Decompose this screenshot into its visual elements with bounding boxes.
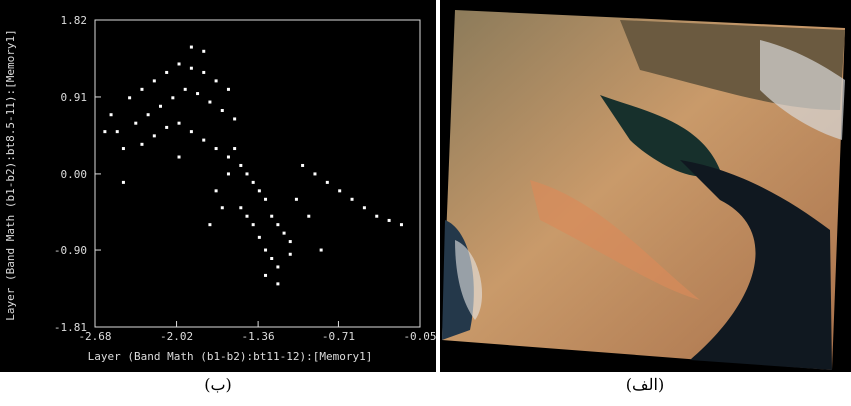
point (264, 249, 267, 252)
point (264, 198, 267, 201)
x-tick-label: -1.36 (242, 330, 275, 343)
point (245, 215, 248, 218)
point (128, 96, 131, 99)
point (190, 130, 193, 133)
point (227, 172, 230, 175)
point (165, 126, 168, 129)
plot-panel (0, 0, 436, 372)
point (289, 240, 292, 243)
point (351, 198, 354, 201)
point (190, 46, 193, 49)
point (165, 71, 168, 74)
x-tick-label: -0.05 (403, 330, 436, 343)
point (122, 181, 125, 184)
point (307, 215, 310, 218)
point (245, 172, 248, 175)
x-tick-label: -2.02 (160, 330, 193, 343)
point (140, 143, 143, 146)
point (283, 232, 286, 235)
point (233, 147, 236, 150)
caption: (ب) (204, 375, 232, 394)
point (375, 215, 378, 218)
point (338, 189, 341, 192)
point (153, 134, 156, 137)
figure: Layer (Band Math (b1-b2):bt11-12):[Memor… (0, 0, 851, 402)
point (208, 101, 211, 104)
point (208, 223, 211, 226)
point (147, 113, 150, 116)
point (190, 67, 193, 70)
point (202, 71, 205, 74)
point (276, 265, 279, 268)
point (134, 122, 137, 125)
point (215, 147, 218, 150)
point (215, 189, 218, 192)
point (363, 206, 366, 209)
point (178, 62, 181, 65)
point (295, 198, 298, 201)
y-axis-label: Layer (Band Math (b1-b2):bt8.5-11):[Memo… (4, 29, 17, 320)
point (171, 96, 174, 99)
point (239, 164, 242, 167)
point (153, 79, 156, 82)
point (227, 156, 230, 159)
point (289, 253, 292, 256)
point (184, 88, 187, 91)
point (122, 147, 125, 150)
point (227, 88, 230, 91)
point (258, 236, 261, 239)
point (178, 122, 181, 125)
point (400, 223, 403, 226)
x-axis-label: Layer (Band Math (b1-b2):bt11-12):[Memor… (88, 350, 373, 363)
point (264, 274, 267, 277)
x-tick-label: -2.68 (78, 330, 111, 343)
point (326, 181, 329, 184)
point (103, 130, 106, 133)
caption: (الف) (626, 375, 664, 394)
point (116, 130, 119, 133)
point (178, 156, 181, 159)
point (276, 223, 279, 226)
point (388, 219, 391, 222)
point (320, 249, 323, 252)
point (110, 113, 113, 116)
point (270, 257, 273, 260)
point (221, 109, 224, 112)
point (221, 206, 224, 209)
point (202, 139, 205, 142)
y-tick-label: 0.91 (61, 91, 88, 104)
y-tick-label: 0.00 (61, 168, 88, 181)
point (276, 282, 279, 285)
point (159, 105, 162, 108)
point (233, 117, 236, 120)
satellite-image (442, 10, 845, 370)
point (313, 172, 316, 175)
point (196, 92, 199, 95)
y-tick-label: 1.82 (61, 14, 88, 27)
point (270, 215, 273, 218)
point (239, 206, 242, 209)
point (252, 223, 255, 226)
point (202, 50, 205, 53)
point (258, 189, 261, 192)
y-tick-label: -0.90 (54, 244, 87, 257)
point (301, 164, 304, 167)
point (252, 181, 255, 184)
point (140, 88, 143, 91)
point (215, 79, 218, 82)
x-tick-label: -0.71 (322, 330, 355, 343)
